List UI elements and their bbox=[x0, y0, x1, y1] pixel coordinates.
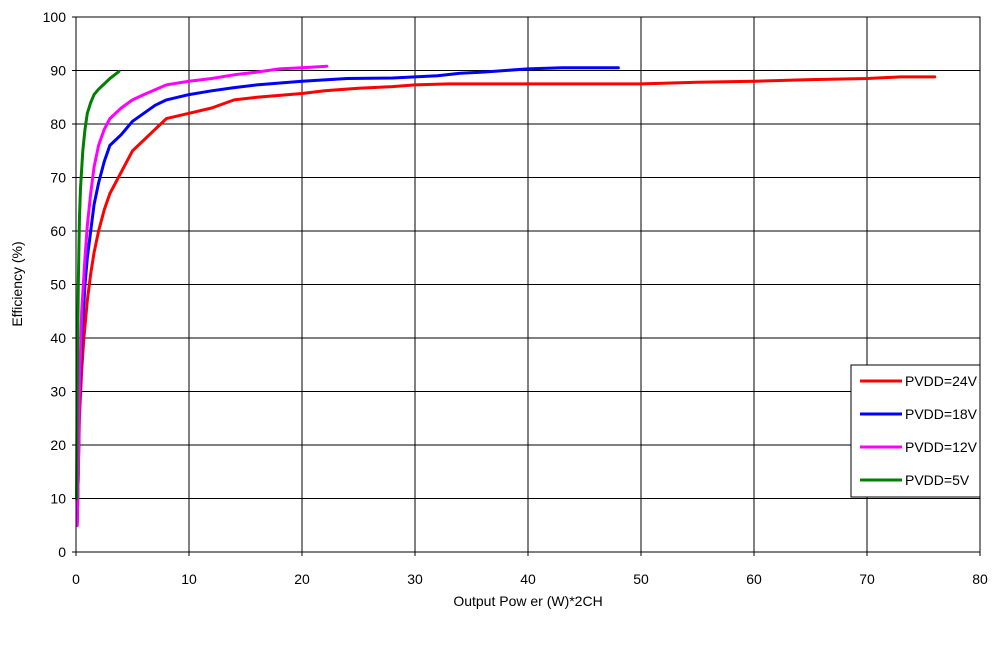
tick-labels: 0 10 20 30 40 50 60 70 80 0 10 20 30 40 50 60 70 80 90 100 bbox=[43, 9, 988, 587]
x-tick-label: 40 bbox=[520, 571, 536, 587]
y-tick-label: 90 bbox=[50, 63, 66, 79]
series-line-4 bbox=[75, 70, 121, 500]
x-tick-label: 70 bbox=[859, 571, 875, 587]
x-axis-label: Output Pow er (W)*2CH bbox=[453, 593, 602, 609]
y-axis-label: Efficiency (%) bbox=[9, 241, 25, 326]
y-tick-label: 10 bbox=[50, 491, 66, 507]
y-tick-label: 0 bbox=[58, 544, 66, 560]
legend: PVDD=24V PVDD=18V PVDD=12V PVDD=5V bbox=[850, 364, 981, 498]
y-tick-label: 40 bbox=[50, 330, 66, 346]
y-tick-label: 60 bbox=[50, 223, 66, 239]
y-tick-label: 80 bbox=[50, 116, 66, 132]
legend-label-2: PVDD=18V bbox=[905, 406, 978, 422]
x-tick-label: 10 bbox=[181, 571, 197, 587]
legend-label-4: PVDD=5V bbox=[905, 472, 970, 488]
series-line-2 bbox=[75, 66, 620, 527]
y-tick-label: 50 bbox=[50, 277, 66, 293]
x-tick-label: 50 bbox=[633, 571, 649, 587]
grid bbox=[76, 17, 980, 552]
x-tick-label: 20 bbox=[294, 571, 310, 587]
y-tick-label: 20 bbox=[50, 437, 66, 453]
legend-items: PVDD=24V PVDD=18V PVDD=12V PVDD=5V bbox=[860, 373, 978, 488]
legend-box bbox=[850, 364, 981, 498]
x-tick-label: 0 bbox=[72, 571, 80, 587]
series-lines bbox=[75, 64, 937, 527]
x-tick-label: 30 bbox=[407, 571, 423, 587]
legend-label-1: PVDD=24V bbox=[905, 373, 978, 389]
legend-label-3: PVDD=12V bbox=[905, 439, 978, 455]
y-tick-label: 100 bbox=[43, 9, 67, 25]
y-tick-label: 30 bbox=[50, 384, 66, 400]
x-tick-label: 60 bbox=[746, 571, 762, 587]
series-line-1 bbox=[75, 75, 937, 527]
x-tick-label: 80 bbox=[972, 571, 988, 587]
series-line-3 bbox=[75, 64, 329, 527]
y-tick-label: 70 bbox=[50, 170, 66, 186]
